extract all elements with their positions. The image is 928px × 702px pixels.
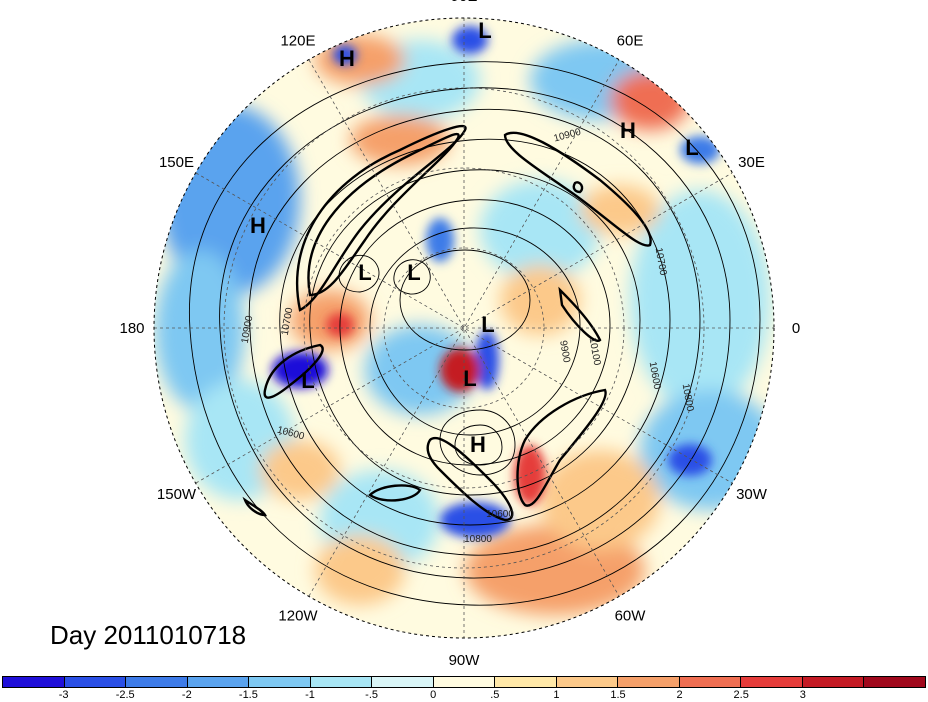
low-pressure-label: L	[481, 312, 494, 337]
colorbar-tick-label: -1	[305, 689, 315, 701]
contour-label: 10700	[280, 306, 296, 336]
colorbar-box	[679, 677, 742, 687]
colorbar-box	[310, 677, 373, 687]
colorbar-box	[864, 677, 925, 687]
colorbar-tick-label: 1	[553, 689, 560, 701]
colorbar-tick-label: 1.5	[610, 689, 626, 701]
colorbar-tick-label: -1.5	[238, 689, 258, 701]
height-contours	[188, 61, 761, 606]
longitude-label: 60E	[617, 33, 644, 50]
colorbar-tick-label: 2	[676, 689, 683, 701]
colorbar-box	[433, 677, 496, 687]
contour-label: 10600	[486, 509, 514, 520]
polar-map: 90E 60E 30E 0 30W 60W 90W 120W 150W 180 150E 120E L…	[119, 0, 800, 669]
high-pressure-label: H	[470, 432, 486, 457]
low-pressure-label: L	[685, 135, 698, 160]
colorbar-box	[249, 677, 311, 687]
colorbar: -3 -2.5 -2 -1.5 -1 -.5 0 .5 1 1.5 2 2.5 3	[0, 676, 928, 702]
longitude-label: 90E	[451, 0, 478, 5]
contour-label: 10900	[240, 314, 256, 344]
longitude-label: 120E	[280, 33, 315, 50]
colorbar-box	[495, 677, 557, 687]
colorbar-tick-label: 3	[799, 689, 806, 701]
contour-label: 10700	[653, 247, 669, 277]
contour-label: 10800	[680, 383, 696, 413]
map-boundary	[153, 17, 775, 639]
longitude-label: 150W	[157, 486, 197, 503]
colorbar-tick-label: -.5	[365, 689, 379, 701]
colorbar-box	[64, 677, 127, 687]
longitude-label: 60W	[615, 608, 647, 625]
date-label: Day 2011010718	[50, 620, 247, 650]
low-pressure-label: L	[358, 260, 371, 285]
colorbar-tick-label: 2.5	[733, 689, 749, 701]
low-pressure-label: L	[478, 18, 491, 43]
colorbar-box	[741, 677, 803, 687]
longitude-labels: 90E 60E 30E 0 30W 60W 90W 120W 150W 180 150E 120E	[119, 0, 800, 669]
contour-label: 10800	[464, 534, 492, 545]
low-pressure-label: L	[301, 368, 314, 393]
colorbar-box	[556, 677, 619, 687]
lat-lon-grid	[154, 18, 774, 638]
colorbar-box	[187, 677, 250, 687]
longitude-label: 90W	[449, 652, 481, 669]
colorbar-box	[802, 677, 865, 687]
colorbar-box	[126, 677, 188, 687]
longitude-label: 30W	[736, 486, 768, 503]
colorbar-tick-label: -2.5	[115, 689, 135, 701]
jet-contours	[242, 124, 652, 522]
low-pressure-label: L	[407, 260, 420, 285]
pressure-center-labels: L H H L H L L L L H L	[250, 18, 699, 457]
high-pressure-label: H	[250, 213, 266, 238]
colorbar-tick-label: 0	[430, 689, 437, 701]
colorbar-tick-label: -2	[181, 689, 192, 701]
longitude-label: 180	[119, 320, 144, 337]
longitude-label: 120W	[278, 608, 318, 625]
colorbar-tick-label: .5	[490, 689, 500, 701]
colorbar-box	[372, 677, 434, 687]
high-pressure-label: H	[620, 118, 636, 143]
colorbar-box	[618, 677, 680, 687]
low-pressure-label: L	[463, 366, 476, 391]
high-pressure-label: H	[339, 46, 355, 71]
colorbar-box	[3, 677, 65, 687]
longitude-label: 0	[792, 320, 800, 337]
contour-label: 9900	[557, 340, 572, 364]
contour-label: 10600	[647, 361, 663, 391]
colorbar-boxes	[2, 676, 926, 688]
contour-label: 10100	[587, 337, 603, 367]
longitude-label: 30E	[738, 154, 765, 171]
longitude-label: 150E	[159, 154, 194, 171]
colorbar-tick-label: -3	[58, 689, 69, 701]
